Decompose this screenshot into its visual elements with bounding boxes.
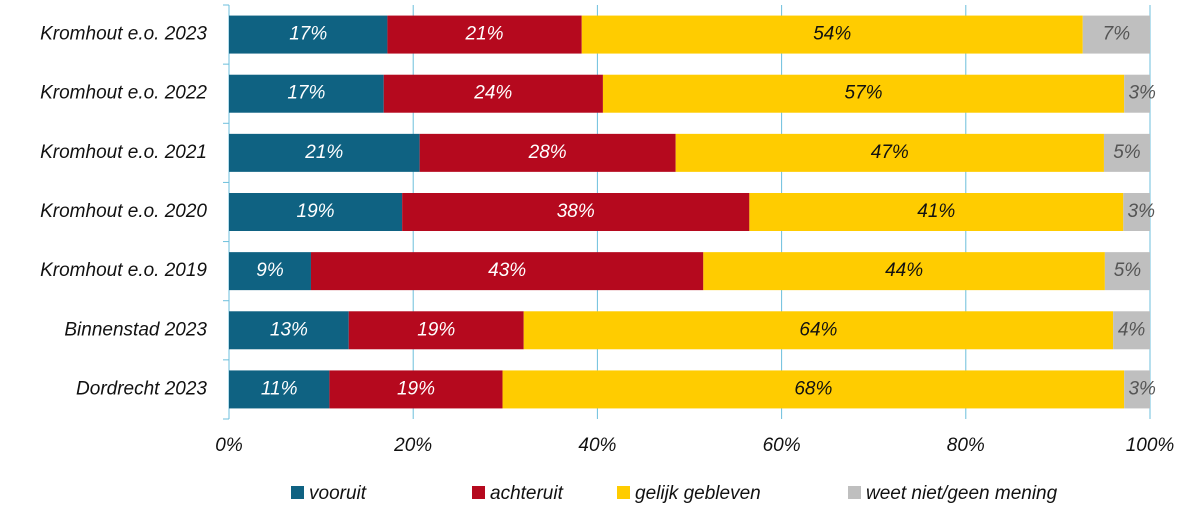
bar-segment: [675, 133, 1104, 172]
bar-segment: [348, 311, 524, 350]
x-tick-label: 100%: [1126, 435, 1175, 456]
bar-segment: [581, 15, 1083, 54]
value-label: 44%: [885, 260, 923, 281]
legend-label: weet niet/geen mening: [866, 483, 1058, 504]
value-label: 21%: [304, 142, 343, 163]
bar-segment: [1104, 252, 1150, 291]
value-label: 3%: [1128, 83, 1156, 104]
bar-segment: [383, 74, 603, 113]
bar-segment: [1124, 74, 1150, 113]
value-label: 57%: [845, 83, 883, 104]
bar-segment: [1124, 370, 1150, 409]
value-label: 17%: [289, 24, 327, 45]
x-tick-label: 60%: [763, 435, 801, 456]
bar-segment: [229, 15, 388, 54]
y-tick-label: Kromhout e.o. 2019: [40, 260, 207, 281]
bar-segment: [1123, 193, 1150, 231]
y-tick-label: Kromhout e.o. 2022: [40, 83, 207, 104]
value-label: 3%: [1128, 378, 1156, 399]
bar-segment: [229, 193, 403, 231]
bar-segment: [1113, 311, 1150, 350]
legend-label: achteruit: [490, 483, 564, 504]
y-tick-label: Kromhout e.o. 2021: [40, 142, 207, 163]
bar-segment: [387, 15, 582, 54]
value-label: 47%: [871, 142, 909, 163]
bar-segment: [523, 311, 1114, 350]
bar-segment: [229, 252, 311, 291]
y-tick-label: Kromhout e.o. 2020: [40, 201, 207, 222]
bar-segment: [229, 133, 420, 172]
bar-segment: [502, 370, 1125, 409]
value-label: 19%: [297, 201, 335, 222]
bar-segment: [703, 252, 1105, 291]
value-label: 64%: [799, 319, 837, 340]
value-label: 3%: [1128, 201, 1156, 222]
bar-segment: [229, 311, 349, 350]
y-tick-label: Kromhout e.o. 2023: [40, 24, 207, 45]
value-label: 54%: [813, 24, 851, 45]
y-tick-label: Binnenstad 2023: [64, 319, 207, 340]
value-label: 5%: [1113, 142, 1141, 163]
bar-segment: [749, 193, 1124, 231]
bar-segment: [602, 74, 1125, 113]
value-label: 38%: [557, 201, 595, 222]
value-label: 11%: [261, 378, 298, 399]
value-label: 41%: [917, 201, 955, 222]
value-label: 19%: [417, 319, 455, 340]
value-label: 43%: [488, 260, 526, 281]
legend-swatch: [291, 486, 304, 499]
value-label: 17%: [287, 83, 325, 104]
value-label: 5%: [1114, 260, 1142, 281]
value-label: 68%: [794, 378, 832, 399]
bar-segment: [1103, 133, 1150, 172]
bar-segment: [229, 370, 330, 409]
legend-label: gelijk gebleven: [635, 483, 761, 504]
x-tick-label: 0%: [215, 435, 243, 456]
value-label: 24%: [473, 83, 512, 104]
x-tick-label: 20%: [393, 435, 432, 456]
bar-segment: [329, 370, 503, 409]
value-label: 19%: [397, 378, 435, 399]
value-label: 7%: [1103, 24, 1131, 45]
bar-segment: [229, 74, 384, 113]
x-tick-label: 40%: [578, 435, 616, 456]
bar-segment: [310, 252, 704, 291]
value-label: 13%: [270, 319, 308, 340]
value-label: 4%: [1118, 319, 1146, 340]
bar-segment: [1082, 15, 1150, 54]
x-tick-label: 80%: [947, 435, 985, 456]
value-label: 21%: [465, 24, 504, 45]
value-label: 28%: [528, 142, 567, 163]
legend-swatch: [617, 486, 630, 499]
legend-swatch: [848, 486, 861, 499]
bar-segment: [402, 193, 750, 231]
value-label: 9%: [256, 260, 284, 281]
y-tick-label: Dordrecht 2023: [76, 378, 207, 399]
bar-segment: [419, 133, 676, 172]
legend-label: vooruit: [309, 483, 367, 504]
legend-swatch: [472, 486, 485, 499]
